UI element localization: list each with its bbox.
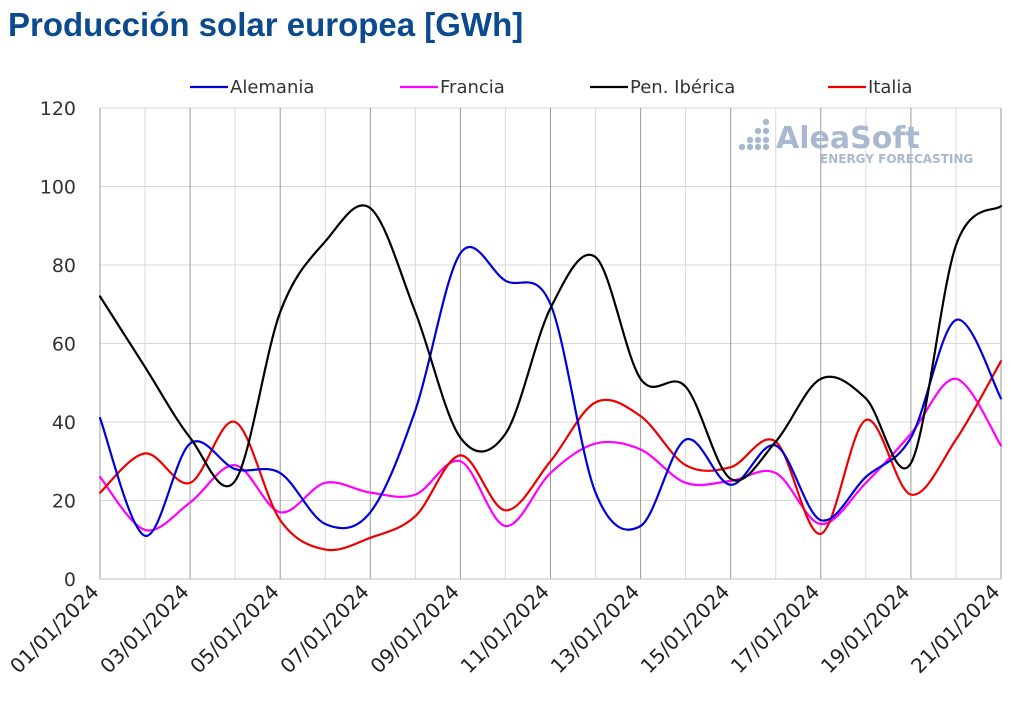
y-tick-label: 80 xyxy=(52,255,76,277)
x-tick-label: 13/01/2024 xyxy=(546,580,644,678)
series-line-italia xyxy=(98,360,1003,552)
chart-title: Producción solar europea [GWh] xyxy=(8,6,524,43)
logo-dots-icon xyxy=(738,118,770,151)
x-tick-label: 05/01/2024 xyxy=(185,580,283,678)
legend-label: Italia xyxy=(868,77,912,98)
y-tick-label: 0 xyxy=(64,569,76,591)
x-tick-label: 09/01/2024 xyxy=(365,580,463,678)
series-line-pen-ib-rica xyxy=(98,204,1003,488)
y-tick-label: 120 xyxy=(40,98,76,120)
legend-label: Pen. Ibérica xyxy=(630,77,735,98)
grid-lines xyxy=(99,107,1002,580)
x-tick-label: 15/01/2024 xyxy=(636,580,734,678)
y-tick-label: 20 xyxy=(52,491,76,513)
x-tick-label: 11/01/2024 xyxy=(456,580,554,678)
x-tick-label: 17/01/2024 xyxy=(726,580,824,678)
x-tick-label: 19/01/2024 xyxy=(816,580,914,678)
legend-label: Francia xyxy=(440,77,505,98)
logo-tagline: ENERGY FORECASTING xyxy=(820,152,973,166)
legend-label: Alemania xyxy=(230,77,314,98)
y-axis-ticks: 0 20 40 60 80 100 120 xyxy=(40,98,76,591)
legend: Alemania Francia Pen. Ibérica Italia xyxy=(190,77,912,98)
x-tick-label: 21/01/2024 xyxy=(906,580,1004,678)
x-tick-label: 01/01/2024 xyxy=(5,580,103,678)
y-tick-label: 100 xyxy=(40,177,76,199)
x-tick-label: 07/01/2024 xyxy=(275,580,373,678)
x-axis-ticks: 01/01/202403/01/202405/01/202407/01/2024… xyxy=(5,580,1004,678)
x-tick-label: 03/01/2024 xyxy=(95,580,193,678)
logo-name: AleaSoft xyxy=(776,121,920,156)
series-line-francia xyxy=(98,377,1003,532)
series-line-alemania xyxy=(98,245,1003,537)
series-lines xyxy=(98,204,1003,552)
y-tick-label: 60 xyxy=(52,334,76,356)
y-tick-label: 40 xyxy=(52,412,76,434)
aleasoft-logo: AleaSoft ENERGY FORECASTING xyxy=(738,118,973,166)
